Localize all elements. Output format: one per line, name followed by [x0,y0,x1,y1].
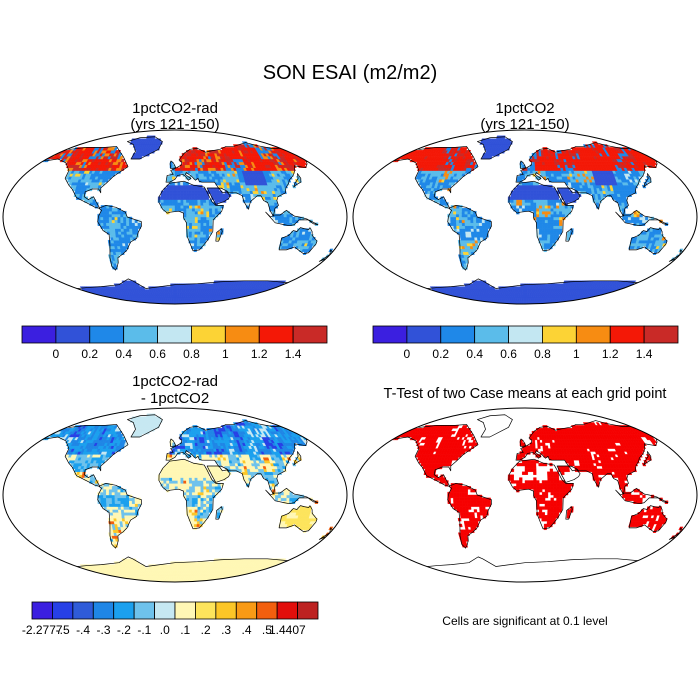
colorbar-abs-right-swatch [609,325,645,344]
colorbar-abs-right-tick-label: 0 [404,347,411,361]
colorbar-diff-swatch [154,601,176,620]
colorbar-diff-tick-label: 1.4407 [269,623,306,637]
colorbar-abs-right-swatch [643,325,679,344]
colorbar-diff-tick-label: -.4 [76,623,90,637]
colorbar-diff-tick-label: .4 [241,623,251,637]
colorbar-diff-swatch [256,601,278,620]
colorbar-diff: -2.2777-.5 -.4 -.3 -.2 -.1 .0 .1 .2 .3 .4 .51.4407 [22,601,319,637]
panel-rad-title: 1pctCO2-rad [132,100,218,117]
colorbar-abs-right-swatch [508,325,543,344]
colorbar-diff-swatch [113,601,135,620]
colorbar-diff-swatch [92,601,115,620]
colorbar-diff-tick-label: .3 [221,623,231,637]
colorbar-abs-left-swatch [21,325,57,344]
colorbar-abs-right-swatch [575,325,611,344]
colorbar-diff-swatch [31,601,53,620]
colorbar-diff-swatch [174,601,196,620]
colorbar-abs-left-tick-label: 1 [222,347,229,361]
colorbar-abs-left-swatch [123,325,158,344]
colorbar-abs-left-swatch [89,325,125,344]
colorbar-abs-right-swatch [542,325,577,344]
colorbar-diff-swatch [215,601,237,620]
map-difference [2,407,348,583]
colorbar-abs-left-swatch [224,325,260,344]
colorbar-abs-left-swatch [157,325,192,344]
significance-note: Cells are significant at 0.1 level [442,614,608,628]
colorbar-diff-tick-label: -.3 [96,623,110,637]
colorbar-abs-left-swatch [258,325,294,344]
colorbar-diff-tick-label: -.1 [137,623,151,637]
colorbar-abs-left-swatch [55,325,91,344]
colorbar-diff-tick-label: -.2 [117,623,131,637]
map-1pctco2-rad [2,129,348,305]
colorbar-abs-right-tick-label: 0.4 [466,347,483,361]
colorbar-abs-right-tick-label: 0.8 [534,347,551,361]
colorbar-diff-swatch [235,601,258,620]
panel-ctl-title: 1pctCO2 [495,100,555,117]
colorbar-abs-left-tick-label: 0.8 [183,347,200,361]
panel-rad-subtitle: (yrs 121-150) [130,116,220,133]
colorbar-diff-tick-label: -2.2777 [22,623,63,637]
colorbar-abs-left-swatch [292,325,328,344]
colorbar-diff-tick-label: -.5 [56,623,70,637]
colorbar-abs-right: 0 0.2 0.4 0.6 0.8 1 1.2 1.4 [372,325,679,361]
colorbar-abs-right-tick-label: 1 [573,347,580,361]
colorbar-diff-swatch [276,601,298,620]
colorbar-abs-left-tick-label: 0.2 [81,347,98,361]
colorbar-diff-tick-label: .5 [262,623,272,637]
colorbar-abs-right-swatch [474,325,509,344]
colorbar-diff-tick-label: .2 [201,623,211,637]
panel-ttest-title: T-Test of two Case means at each grid po… [383,386,667,402]
colorbar-diff-swatch [133,601,155,620]
colorbar-abs-left-swatch [191,325,226,344]
map-1pctco2 [352,129,698,305]
colorbar-diff-swatch [297,601,319,620]
colorbar-diff-swatch [72,601,94,620]
colorbar-abs-right-tick-label: 0.6 [500,347,517,361]
colorbar-abs-right-tick-label: 1.4 [636,347,653,361]
panel-ctl-subtitle: (yrs 121-150) [480,116,570,133]
figure-title: SON ESAI (m2/m2) [262,62,438,84]
colorbar-abs-left: 0 0.2 0.4 0.6 0.8 1 1.2 1.4 [21,325,328,361]
colorbar-abs-right-swatch [372,325,408,344]
colorbar-diff-swatch [52,601,74,620]
colorbar-diff-tick-label: .1 [180,623,190,637]
map-ttest [352,407,698,583]
colorbar-abs-left-tick-label: 1.4 [285,347,302,361]
panel-diff-subtitle: - 1pctCO2 [140,390,210,407]
colorbar-abs-right-tick-label: 0.2 [432,347,449,361]
panel-diff-title: 1pctCO2-rad [132,373,218,390]
colorbar-abs-right-tick-label: 1.2 [602,347,619,361]
colorbar-abs-right-swatch [440,325,476,344]
colorbar-diff-tick-label: .0 [160,623,170,637]
colorbar-abs-left-tick-label: 1.2 [251,347,268,361]
colorbar-abs-left-tick-label: 0.6 [149,347,166,361]
colorbar-abs-left-tick-label: 0 [53,347,60,361]
colorbar-abs-right-swatch [406,325,442,344]
colorbar-abs-left-tick-label: 0.4 [115,347,132,361]
colorbar-diff-swatch [195,601,217,620]
